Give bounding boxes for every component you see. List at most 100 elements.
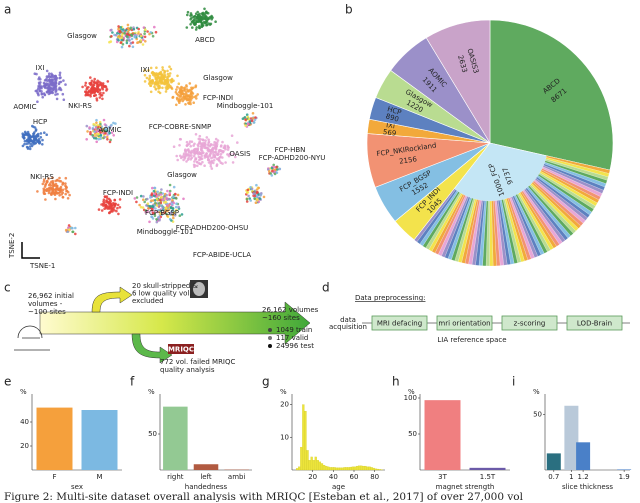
tsne-point (182, 158, 185, 162)
tsne-point (61, 196, 65, 199)
tsne-point (61, 188, 65, 192)
tsne-point (113, 204, 117, 207)
tsne-point (108, 140, 112, 144)
tsne-point (151, 34, 155, 38)
flow-text: quality analysis (160, 366, 215, 374)
tsne-point (186, 143, 190, 146)
tsne-point (244, 118, 247, 121)
tsne-point (89, 76, 92, 79)
tsne-point (185, 98, 189, 102)
tsne-point (109, 199, 112, 203)
tsne-point (195, 160, 199, 164)
tsne-point (271, 169, 274, 173)
tsne-point (142, 195, 145, 198)
x-axis-label: age (332, 483, 345, 491)
tsne-point (88, 126, 91, 129)
tsne-label: NKI-RS (68, 102, 92, 110)
tsne-point (215, 143, 219, 146)
tsne-point (96, 83, 100, 87)
tsne-point (70, 226, 73, 230)
tsne-point (250, 187, 254, 191)
tsne-point (57, 82, 61, 86)
tsne-point (187, 101, 190, 105)
tsne-point (120, 33, 124, 37)
y-axis-label: % (148, 388, 155, 396)
hist-bar (341, 467, 344, 471)
tsne-point (196, 143, 200, 146)
tsne-point (67, 226, 70, 229)
y-axis-label: % (20, 388, 27, 396)
y-tick-label: 100 (404, 394, 417, 402)
tsne-point (176, 85, 179, 89)
tsne-point (253, 118, 257, 122)
tsne-point (206, 156, 210, 160)
tsne-point (44, 79, 48, 82)
tsne-point (192, 144, 195, 147)
tsne-point (51, 181, 55, 185)
tsne-point (182, 197, 185, 201)
tsne-point (150, 81, 153, 85)
tsne-point (189, 144, 192, 148)
prep-note: LIA reference space (437, 336, 506, 344)
y-tick-label: 10 (280, 433, 289, 441)
tsne-point (180, 92, 184, 95)
tsne-point (118, 206, 122, 209)
tsne-point (256, 191, 259, 194)
tsne-point (61, 181, 65, 185)
tsne-point (48, 182, 52, 185)
x-axis-label: handedness (185, 483, 228, 491)
tsne-point (257, 200, 261, 204)
tsne-point (47, 177, 50, 180)
tsne-point (173, 214, 177, 217)
tsne-label: Mindboggle-101 (137, 228, 194, 236)
tsne-point (183, 89, 186, 92)
tsne-point (59, 80, 63, 84)
tsne-point (108, 40, 111, 44)
panel-label: c (4, 281, 11, 295)
tsne-point (268, 170, 271, 173)
tsne-point (106, 80, 110, 83)
tsne-point (250, 119, 254, 123)
tsne-point (205, 23, 208, 27)
tsne-point (53, 85, 56, 88)
tsne-point (93, 130, 96, 133)
tsne-point (150, 193, 153, 197)
tsne-point (214, 147, 218, 151)
tsne-point (108, 204, 111, 208)
prep-box (566, 315, 623, 331)
tsne-point (128, 44, 131, 48)
tsne-point (139, 34, 143, 38)
tsne-point (248, 197, 251, 200)
scanner-icon (14, 325, 50, 351)
tsne-point (206, 143, 210, 146)
tsne-point (92, 83, 96, 87)
tsne-point (189, 12, 193, 15)
tsne-point (209, 143, 213, 147)
tsne-point (246, 115, 249, 119)
x-tick-label: 1.5T (480, 473, 496, 481)
tsne-point (206, 16, 209, 20)
tsne-point (58, 176, 61, 180)
tsne-point (214, 20, 217, 24)
tsne-point (241, 117, 245, 120)
x-tick-label: 1 (569, 473, 573, 481)
tsne-point (59, 185, 63, 189)
panel-label: g (262, 375, 270, 389)
tsne-point (151, 205, 155, 208)
pie-value: 2156 (399, 155, 418, 166)
tsne-axis-y: TSNE-2 (8, 233, 16, 259)
tsne-point (188, 82, 192, 85)
tsne-point (131, 41, 135, 44)
tsne-point (94, 88, 98, 92)
tsne-point (105, 201, 109, 204)
tsne-point (153, 25, 156, 29)
tsne-point (179, 138, 182, 141)
tsne-point (101, 87, 105, 91)
tsne-point (145, 76, 149, 80)
tsne-point (155, 66, 158, 69)
x-tick-label: 1.2 (578, 473, 589, 481)
tsne-point (116, 203, 120, 207)
tsne-point (106, 197, 109, 200)
tsne-point (198, 162, 201, 165)
